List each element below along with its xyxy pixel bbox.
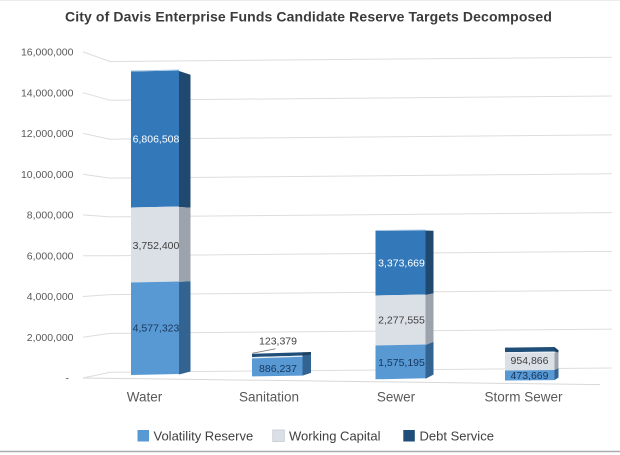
- svg-text:3,752,400: 3,752,400: [133, 240, 180, 252]
- svg-text:Debt Service: Debt Service: [420, 429, 494, 444]
- svg-text:2,277,555: 2,277,555: [378, 315, 425, 327]
- svg-text:473,669: 473,669: [511, 370, 549, 382]
- svg-text:6,806,508: 6,806,508: [133, 134, 180, 146]
- svg-text:Volatility Reserve: Volatility Reserve: [154, 429, 254, 444]
- svg-text:4,577,323: 4,577,323: [133, 323, 180, 335]
- svg-text:12,000,000: 12,000,000: [21, 128, 74, 140]
- svg-text:Working Capital: Working Capital: [289, 429, 381, 444]
- svg-text:Water: Water: [127, 390, 163, 405]
- svg-text:123,379: 123,379: [259, 336, 297, 348]
- svg-text:City of Davis Enterprise Funds: City of Davis Enterprise Funds Candidate…: [65, 9, 552, 25]
- svg-text:886,237: 886,237: [259, 363, 297, 375]
- svg-text:Storm Sewer: Storm Sewer: [484, 390, 563, 405]
- svg-text:4,000,000: 4,000,000: [27, 291, 74, 303]
- svg-text:-: -: [66, 373, 70, 385]
- svg-text:1,575,195: 1,575,195: [378, 357, 425, 369]
- svg-text:3,373,669: 3,373,669: [378, 258, 425, 270]
- svg-text:Sewer: Sewer: [377, 390, 416, 405]
- svg-text:Sanitation: Sanitation: [239, 390, 299, 405]
- svg-text:954,866: 954,866: [511, 355, 549, 367]
- svg-text:8,000,000: 8,000,000: [27, 210, 74, 222]
- svg-text:10,000,000: 10,000,000: [21, 169, 74, 181]
- svg-text:2,000,000: 2,000,000: [27, 332, 74, 344]
- svg-text:6,000,000: 6,000,000: [27, 250, 74, 262]
- svg-text:14,000,000: 14,000,000: [21, 87, 74, 99]
- svg-text:16,000,000: 16,000,000: [21, 47, 74, 59]
